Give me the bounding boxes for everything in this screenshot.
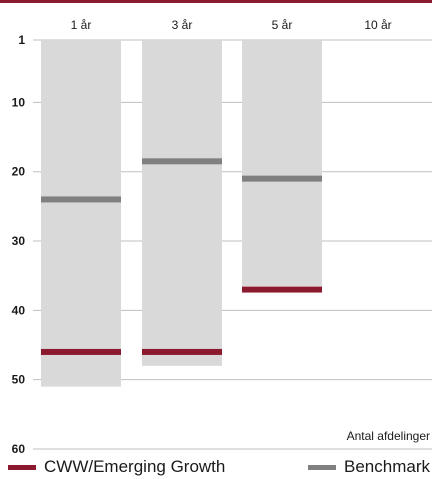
axis-label: Antal afdelinger xyxy=(347,429,430,443)
legend-label-benchmark: Benchmark xyxy=(344,457,430,476)
benchmark-marker xyxy=(41,196,121,203)
category-label: 10 år xyxy=(364,18,391,32)
fund-swatch xyxy=(8,464,36,470)
range-bar xyxy=(41,40,121,387)
y-tick-label: 50 xyxy=(12,373,26,387)
fund-marker xyxy=(142,348,222,355)
category-label: 5 år xyxy=(272,18,293,32)
legend-item-fund: CWW/Emerging Growth xyxy=(8,456,225,478)
legend-label-fund: CWW/Emerging Growth xyxy=(44,457,226,476)
y-tick-label: 40 xyxy=(12,303,26,317)
y-tick-label: 60 xyxy=(12,442,26,456)
range-bar xyxy=(142,40,222,366)
y-tick-label: 20 xyxy=(12,165,26,179)
benchmark-marker xyxy=(142,158,222,165)
category-label: 1 år xyxy=(71,18,92,32)
benchmark-swatch xyxy=(308,464,337,470)
y-tick-label: 10 xyxy=(12,95,26,109)
legend-item-benchmark: Benchmark xyxy=(308,456,430,478)
range-bar xyxy=(242,40,322,287)
fund-marker xyxy=(242,286,322,293)
y-tick-label: 1 xyxy=(18,33,25,47)
y-tick-label: 30 xyxy=(12,234,26,248)
category-label: 3 år xyxy=(172,18,193,32)
fund-marker xyxy=(41,348,121,355)
top-rule xyxy=(0,0,432,3)
benchmark-marker xyxy=(242,175,322,182)
